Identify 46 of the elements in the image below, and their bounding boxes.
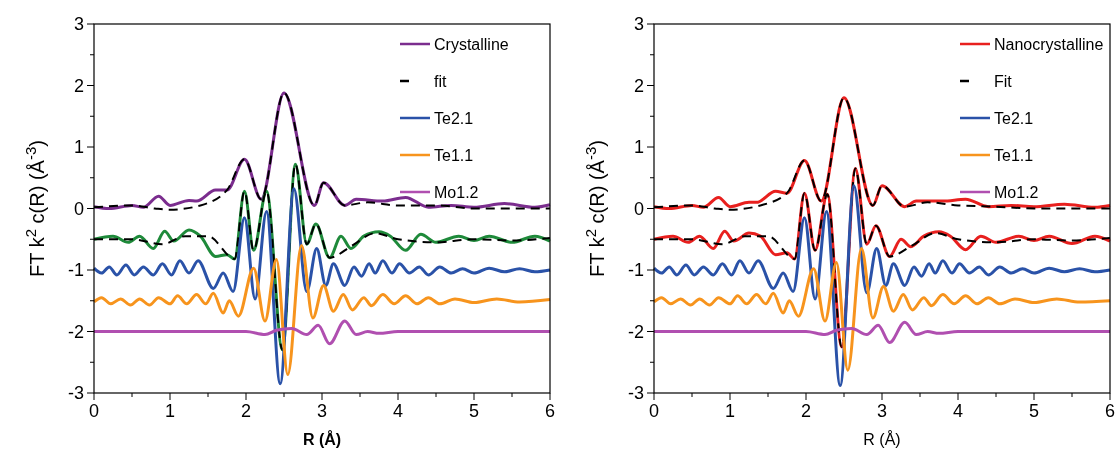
legend-label: Te1.1 [434,147,474,164]
y-tick-label: -3 [67,383,84,403]
y-tick-label: 2 [633,75,644,96]
line-series [652,320,1112,345]
x-tick-label: 1 [724,401,736,421]
y-tick-label: -2 [627,321,644,342]
x-axis-title: R (Å) [302,430,342,448]
y-tick-label: 3 [73,14,84,34]
x-axis-title: R (Å) [863,430,901,448]
x-tick-label: 4 [392,401,404,421]
y-tick-label: -1 [67,260,84,280]
y-tick-label: 1 [73,137,84,157]
x-tick-label: 3 [876,401,888,421]
y-tick-label: 3 [633,14,644,34]
x-tick-label: 4 [952,401,964,421]
x-tick-label: 0 [648,401,660,421]
x-tick-label: 6 [1104,401,1115,421]
line-series [652,246,1112,372]
y-tick-label: -2 [67,321,84,342]
x-tick-label: 2 [800,401,812,421]
x-tick-label: 6 [544,401,556,421]
legend-label: Mo1.2 [994,184,1039,201]
y-tick-label: 2 [73,75,84,96]
line-series [652,184,1112,388]
line-series [92,243,552,377]
legend-label: Nanocrystalline [994,36,1104,53]
x-tick-label: 2 [240,401,252,421]
line-series [92,187,552,386]
legend-label: Fit [994,73,1013,90]
legend-label: Te2.1 [434,110,474,127]
y-tick-label: -3 [627,383,644,403]
legend-label: Te1.1 [994,147,1034,164]
legend-label: Te2.1 [994,110,1034,127]
y-tick-label: 1 [633,137,644,157]
y-tick-label: -1 [627,260,644,280]
x-tick-label: 0 [88,401,100,421]
x-tick-label: 3 [316,401,328,421]
y-tick-label: 0 [73,198,84,219]
x-tick-label: 5 [468,401,480,421]
legend-label: Mo1.2 [434,184,479,201]
line-series [92,319,552,346]
x-tick-label: 1 [164,401,176,421]
x-tick-label: 5 [1028,401,1040,421]
legend-label: fit [434,73,447,90]
legend-label: Crystalline [434,36,509,53]
y-tick-label: 0 [633,198,644,219]
